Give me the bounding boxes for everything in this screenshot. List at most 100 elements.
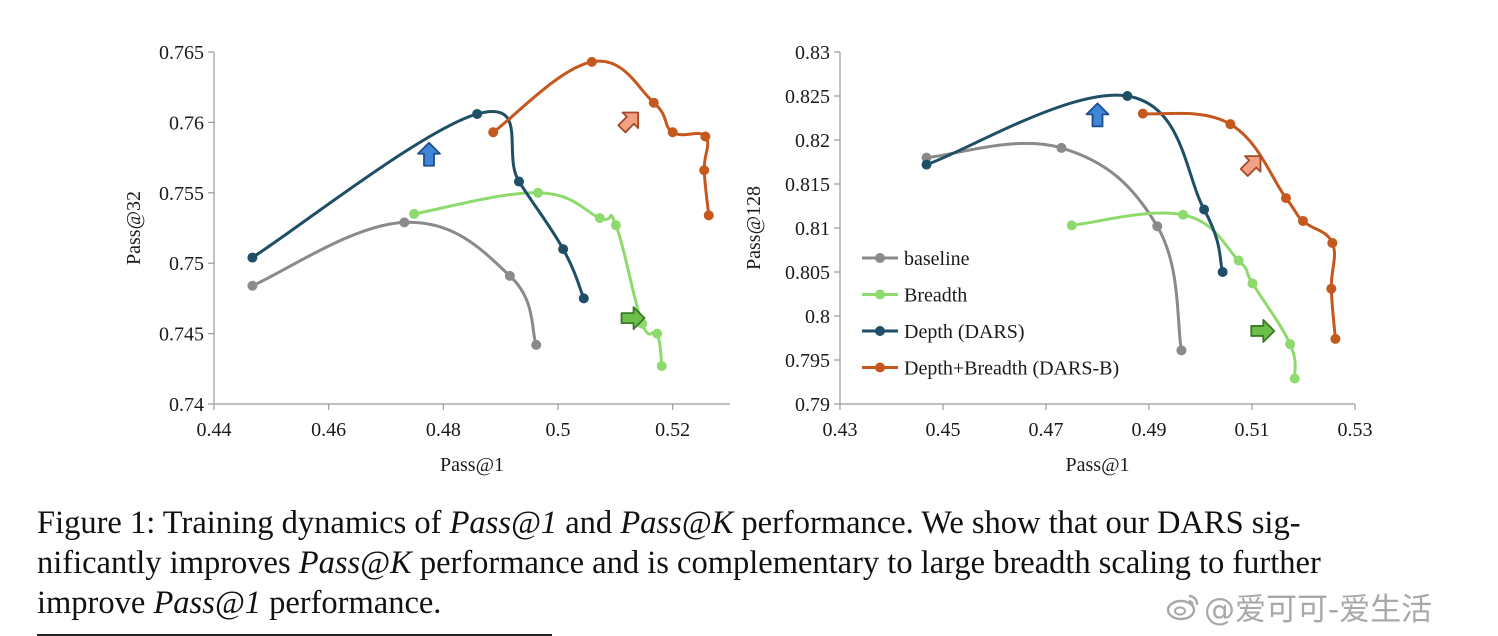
y-tick-label: 0.76 (169, 112, 204, 134)
x-axis-title: Pass@1 (1066, 454, 1130, 476)
data-point (700, 131, 711, 142)
data-point (247, 280, 258, 291)
data-point (1289, 373, 1300, 384)
data-point (1330, 333, 1341, 344)
y-tick-label: 0.825 (785, 86, 830, 108)
caption-text: performance. We show that our DARS sig- (733, 505, 1301, 541)
caption-text: and (557, 505, 621, 541)
series-line-2 (925, 93, 1225, 274)
y-tick-label: 0.745 (159, 324, 204, 346)
data-point (1297, 215, 1308, 226)
data-point (472, 108, 483, 119)
data-point (1176, 345, 1187, 356)
chart-left-pass32: 0.74 0.745 0.75 0.755 0.76 0.765 0.44 0.46 0.48 0… (123, 42, 730, 476)
legend-swatch-marker (875, 362, 885, 373)
data-point (532, 187, 543, 198)
x-tick-label: 0.47 (1029, 419, 1064, 441)
data-point (247, 252, 258, 263)
data-point (652, 328, 663, 339)
caption-line-1: Figure 1: Training dynamics of Pass@1 an… (37, 503, 1467, 543)
data-point (1137, 108, 1148, 119)
y-tick-label: 0.82 (795, 130, 830, 152)
caption-line-2: nificantly improves Pass@K performance a… (37, 543, 1467, 583)
legend-swatch-marker (875, 326, 885, 336)
caption-text: performance. (260, 585, 442, 621)
data-point (1122, 91, 1133, 101)
watermark: @爱可可-爱生活 (1166, 584, 1432, 629)
x-tick-label: 0.52 (655, 419, 690, 441)
data-point (703, 210, 714, 221)
x-tick-label: 0.5 (546, 419, 571, 441)
caption-italic-term: Pass@K (298, 545, 412, 581)
caption-italic-term: Pass@K (620, 505, 734, 541)
caption-text: nificantly improves (37, 545, 299, 581)
data-point (1326, 283, 1337, 294)
arrow-right-icon (1250, 319, 1276, 343)
data-point (488, 127, 499, 138)
caption-line-3: improve Pass@1 performance. (37, 583, 1467, 623)
data-point (1247, 278, 1258, 289)
y-tick-label: 0.815 (785, 174, 830, 196)
caption-text: performance and is complementary to larg… (411, 545, 1321, 581)
x-tick-label: 0.51 (1235, 419, 1270, 441)
data-point (531, 339, 542, 350)
y-tick-label: 0.805 (785, 262, 830, 284)
x-tick-label: 0.53 (1338, 419, 1373, 441)
legend-swatch-marker (875, 289, 885, 300)
y-tick-label: 0.755 (159, 183, 204, 205)
chart-right-pass128: 0.79 0.795 0.8 0.805 0.81 0.815 0.82 0.825 0.83 0… (743, 42, 1373, 476)
y-tick-label: 0.8 (805, 306, 830, 328)
y-tick-label: 0.81 (795, 218, 830, 240)
data-point (1225, 119, 1236, 130)
data-point (504, 270, 515, 281)
series-line-1 (412, 191, 664, 368)
arrow-up-right-icon (617, 111, 640, 134)
series-line-0 (250, 220, 538, 347)
arrow-up-icon (1085, 102, 1110, 128)
y-tick-label: 0.83 (795, 42, 830, 64)
legend-label: baseline (904, 248, 970, 270)
x-axis-title: Pass@1 (440, 454, 504, 476)
legend-label: Depth (DARS) (904, 321, 1025, 343)
data-point (409, 208, 420, 219)
legend-label: Breadth (904, 285, 967, 307)
data-point (667, 127, 678, 138)
data-point (921, 152, 932, 163)
weibo-icon (1166, 594, 1199, 620)
data-point (1327, 237, 1338, 248)
data-point (578, 293, 589, 304)
y-tick-label: 0.79 (795, 394, 830, 416)
data-point (656, 360, 667, 371)
x-tick-label: 0.43 (823, 419, 858, 441)
y-tick-label: 0.795 (785, 350, 830, 372)
x-tick-label: 0.49 (1132, 419, 1167, 441)
data-point (1056, 142, 1067, 153)
series-line-3 (1141, 111, 1337, 341)
legend-swatch-marker (875, 253, 885, 263)
data-point (699, 165, 710, 176)
data-point (921, 159, 932, 170)
x-tick-label: 0.45 (926, 419, 961, 441)
y-axis-title: Pass@128 (743, 186, 765, 270)
y-tick-label: 0.74 (169, 394, 204, 416)
data-point (1285, 339, 1296, 350)
y-axis-title: Pass@32 (123, 191, 145, 265)
x-tick-label: 0.48 (426, 419, 461, 441)
data-point (610, 220, 621, 231)
arrow-up-right-icon (1239, 155, 1262, 177)
footnote-rule (37, 634, 552, 636)
data-point (648, 97, 659, 108)
figure-caption: Figure 1: Training dynamics of Pass@1 an… (37, 503, 1467, 623)
data-point (586, 56, 597, 67)
data-point (1152, 221, 1163, 232)
data-point (594, 213, 605, 224)
x-tick-label: 0.46 (311, 419, 346, 441)
data-point (1233, 255, 1244, 266)
data-point (1199, 204, 1210, 215)
legend-label: Depth+Breadth (DARS-B) (904, 358, 1119, 380)
caption-text: improve (37, 585, 154, 621)
series-line-2 (250, 110, 586, 300)
caption-italic-term: Pass@1 (449, 505, 558, 541)
y-tick-label: 0.75 (169, 253, 204, 275)
data-point (399, 217, 410, 228)
